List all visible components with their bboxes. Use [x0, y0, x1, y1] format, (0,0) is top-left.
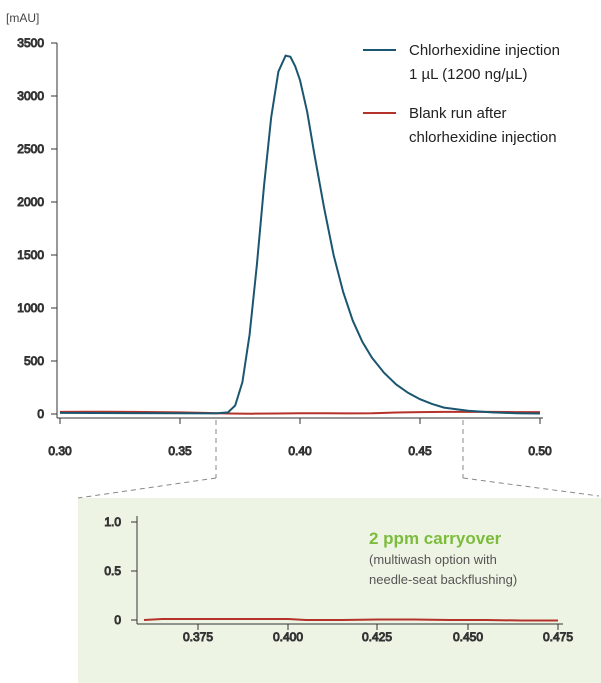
y-tick-label: 500	[24, 354, 44, 368]
main-y-ticks	[51, 42, 57, 415]
x-tick-label: 0.40	[288, 444, 312, 458]
connector-left-diagonal	[77, 477, 217, 499]
inset-blank-series-line	[143, 618, 558, 622]
legend-label-injection-line1: Chlorhexidine injection	[409, 42, 560, 59]
main-x-ticks	[59, 418, 541, 424]
carryover-annotation: 2 ppm carryover (multiwash option with n…	[369, 529, 517, 587]
legend: Chlorhexidine injection 1 µL (1200 ng/µL…	[363, 42, 560, 146]
y-tick-label: 2500	[17, 142, 44, 156]
inset-x-tick-label: 0.400	[273, 630, 303, 644]
blank-run-series-line	[59, 410, 540, 415]
inset-x-tick-label: 0.450	[453, 630, 483, 644]
inset-background	[78, 498, 601, 683]
x-tick-label: 0.35	[168, 444, 192, 458]
injection-series-line	[59, 54, 541, 415]
y-tick-label: 1000	[17, 301, 44, 315]
y-tick-label: 3000	[17, 89, 44, 103]
legend-label-injection-line2: 1 µL (1200 ng/µL)	[409, 66, 527, 83]
main-y-tick-labels: 0 500 1000 1500 2000 2500 3000 3500	[17, 36, 45, 422]
inset-x-tick-label: 0.425	[362, 630, 392, 644]
zoom-connectors	[77, 420, 600, 499]
y-unit-label: [mAU]	[6, 11, 39, 25]
inset-x-tick-label: 0.375	[183, 630, 213, 644]
inset-x-tick-labels: 0.375 0.400 0.425 0.450 0.475	[182, 630, 573, 645]
connector-right-diagonal	[462, 477, 600, 497]
legend-label-blank-line2: chlorhexidine injection	[409, 129, 557, 146]
carryover-note-line2: needle-seat backflushing)	[369, 572, 517, 587]
inset-chart: 1.0 0.5 0 0.375 0.400 0.425 0.450 0.475 …	[104, 515, 574, 645]
legend-label-blank-line1: Blank run after	[409, 105, 507, 122]
y-tick-label: 1500	[17, 248, 44, 262]
carryover-title: 2 ppm carryover	[369, 529, 502, 548]
inset-x-ticks	[197, 624, 559, 630]
y-tick-label: 3500	[17, 36, 44, 50]
carryover-note-line1: (multiwash option with	[369, 552, 497, 567]
inset-y-tick-label: 1.0	[104, 515, 121, 529]
y-tick-label: 2000	[17, 195, 44, 209]
x-tick-label: 0.45	[408, 444, 432, 458]
inset-y-tick-label: 0	[114, 613, 121, 627]
inset-y-ticks	[131, 521, 137, 621]
inset-x-tick-label: 0.475	[543, 630, 573, 644]
main-chart: [mAU] 0 500 1000 1500 2000 2500 3000 350…	[6, 11, 560, 459]
x-tick-label: 0.30	[48, 444, 72, 458]
inset-y-tick-label: 0.5	[104, 564, 121, 578]
y-tick-label: 0	[37, 407, 44, 421]
x-tick-label: 0.50	[528, 444, 552, 458]
main-x-tick-labels: 0.30 0.35 0.40 0.45 0.50	[48, 444, 553, 459]
inset-y-tick-labels: 1.0 0.5 0	[104, 515, 122, 628]
